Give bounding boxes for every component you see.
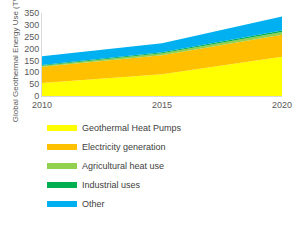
svg-text:Other: Other [82, 199, 105, 209]
svg-text:Industrial uses: Industrial uses [82, 180, 141, 190]
svg-text:Geothermal Heat Pumps: Geothermal Heat Pumps [82, 123, 182, 133]
svg-text:2015: 2015 [152, 100, 172, 110]
svg-text:0: 0 [34, 91, 39, 101]
svg-text:2020: 2020 [272, 100, 292, 110]
svg-text:300: 300 [24, 20, 39, 30]
svg-text:150: 150 [24, 56, 39, 66]
svg-text:100: 100 [24, 67, 39, 77]
svg-text:250: 250 [24, 32, 39, 42]
svg-text:Electricity generation: Electricity generation [82, 142, 166, 152]
svg-text:200: 200 [24, 44, 39, 54]
svg-text:Agricultural heat use: Agricultural heat use [82, 161, 164, 171]
svg-text:2010: 2010 [32, 100, 52, 110]
svg-text:50: 50 [29, 79, 39, 89]
svg-text:350: 350 [24, 8, 39, 18]
svg-text:Global Geothermal Energy Use (: Global Geothermal Energy Use (TWh) [11, 0, 20, 122]
